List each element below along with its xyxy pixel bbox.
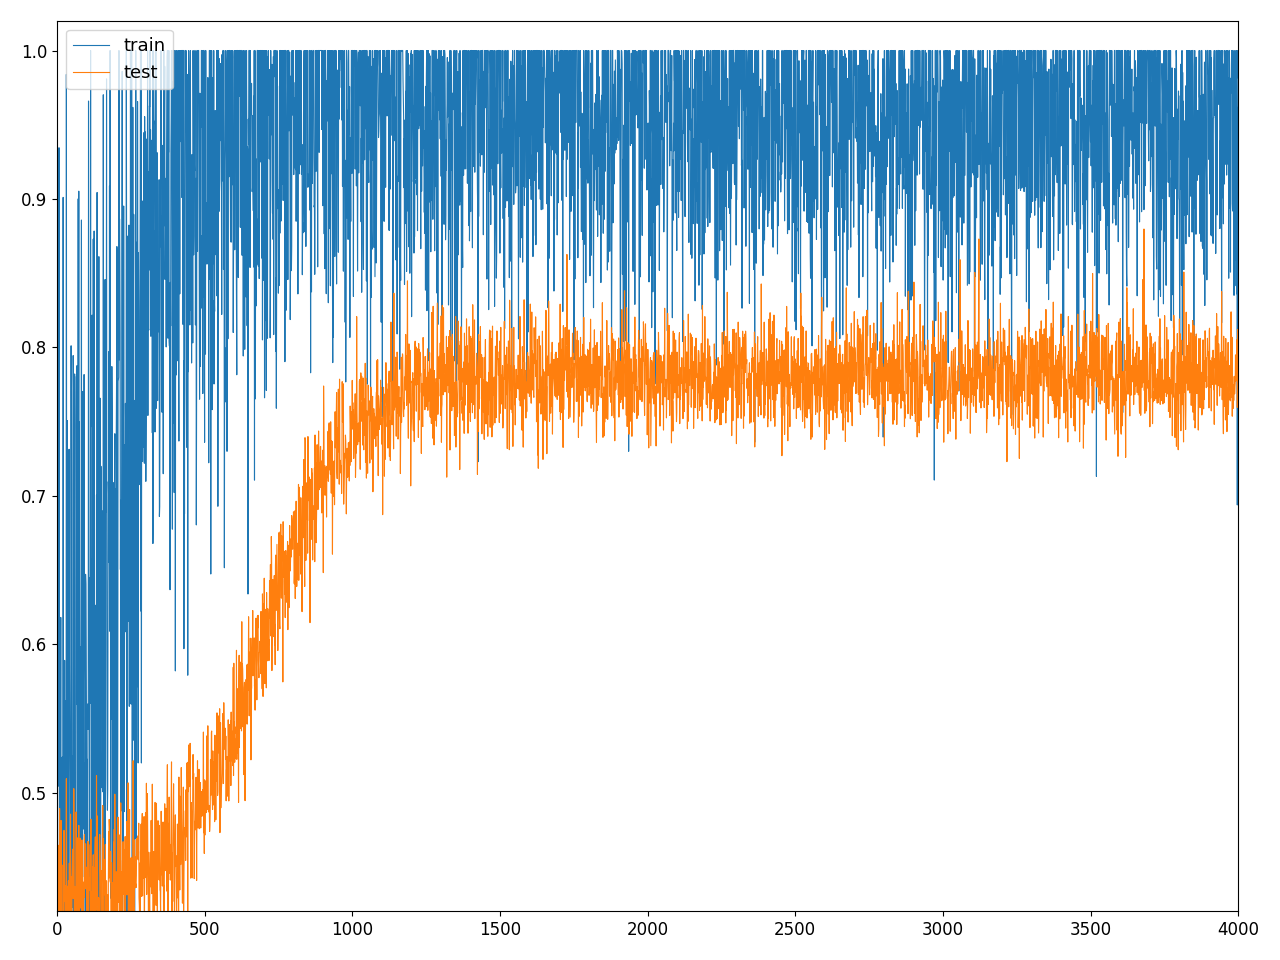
train bbox=[556, 154, 571, 165]
Legend: train, test: train, test bbox=[67, 30, 173, 89]
train bbox=[83, 45, 99, 57]
test bbox=[50, 878, 65, 890]
Line: test: test bbox=[58, 229, 1238, 960]
train bbox=[1194, 241, 1210, 252]
train bbox=[1135, 111, 1151, 123]
test bbox=[556, 442, 571, 453]
test bbox=[611, 332, 626, 344]
test bbox=[1137, 224, 1152, 235]
train bbox=[908, 205, 923, 217]
train bbox=[547, 285, 562, 297]
test bbox=[1194, 407, 1210, 419]
Line: train: train bbox=[58, 51, 1238, 960]
train bbox=[1230, 72, 1245, 84]
test bbox=[1135, 311, 1151, 323]
test bbox=[547, 367, 562, 378]
train bbox=[50, 522, 65, 534]
test bbox=[908, 416, 923, 427]
test bbox=[1230, 378, 1245, 390]
train bbox=[612, 45, 627, 57]
